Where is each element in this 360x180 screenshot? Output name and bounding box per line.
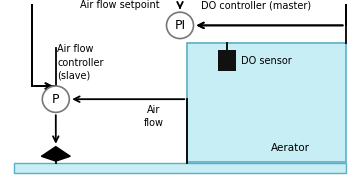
Text: PI: PI <box>175 19 185 32</box>
Polygon shape <box>41 147 70 156</box>
Bar <box>14 163 346 173</box>
Bar <box>218 50 236 71</box>
Text: P: P <box>52 93 59 106</box>
Circle shape <box>42 86 69 112</box>
Text: Aerator: Aerator <box>271 143 310 153</box>
Text: Air
flow: Air flow <box>144 105 164 128</box>
Polygon shape <box>41 156 70 161</box>
Text: Air flow
controller
(slave): Air flow controller (slave) <box>57 44 104 81</box>
Text: Air flow setpoint: Air flow setpoint <box>80 0 159 10</box>
Circle shape <box>166 12 194 39</box>
Bar <box>187 43 346 162</box>
Text: DO controller (master): DO controller (master) <box>201 0 311 10</box>
Text: DO sensor: DO sensor <box>241 55 292 66</box>
